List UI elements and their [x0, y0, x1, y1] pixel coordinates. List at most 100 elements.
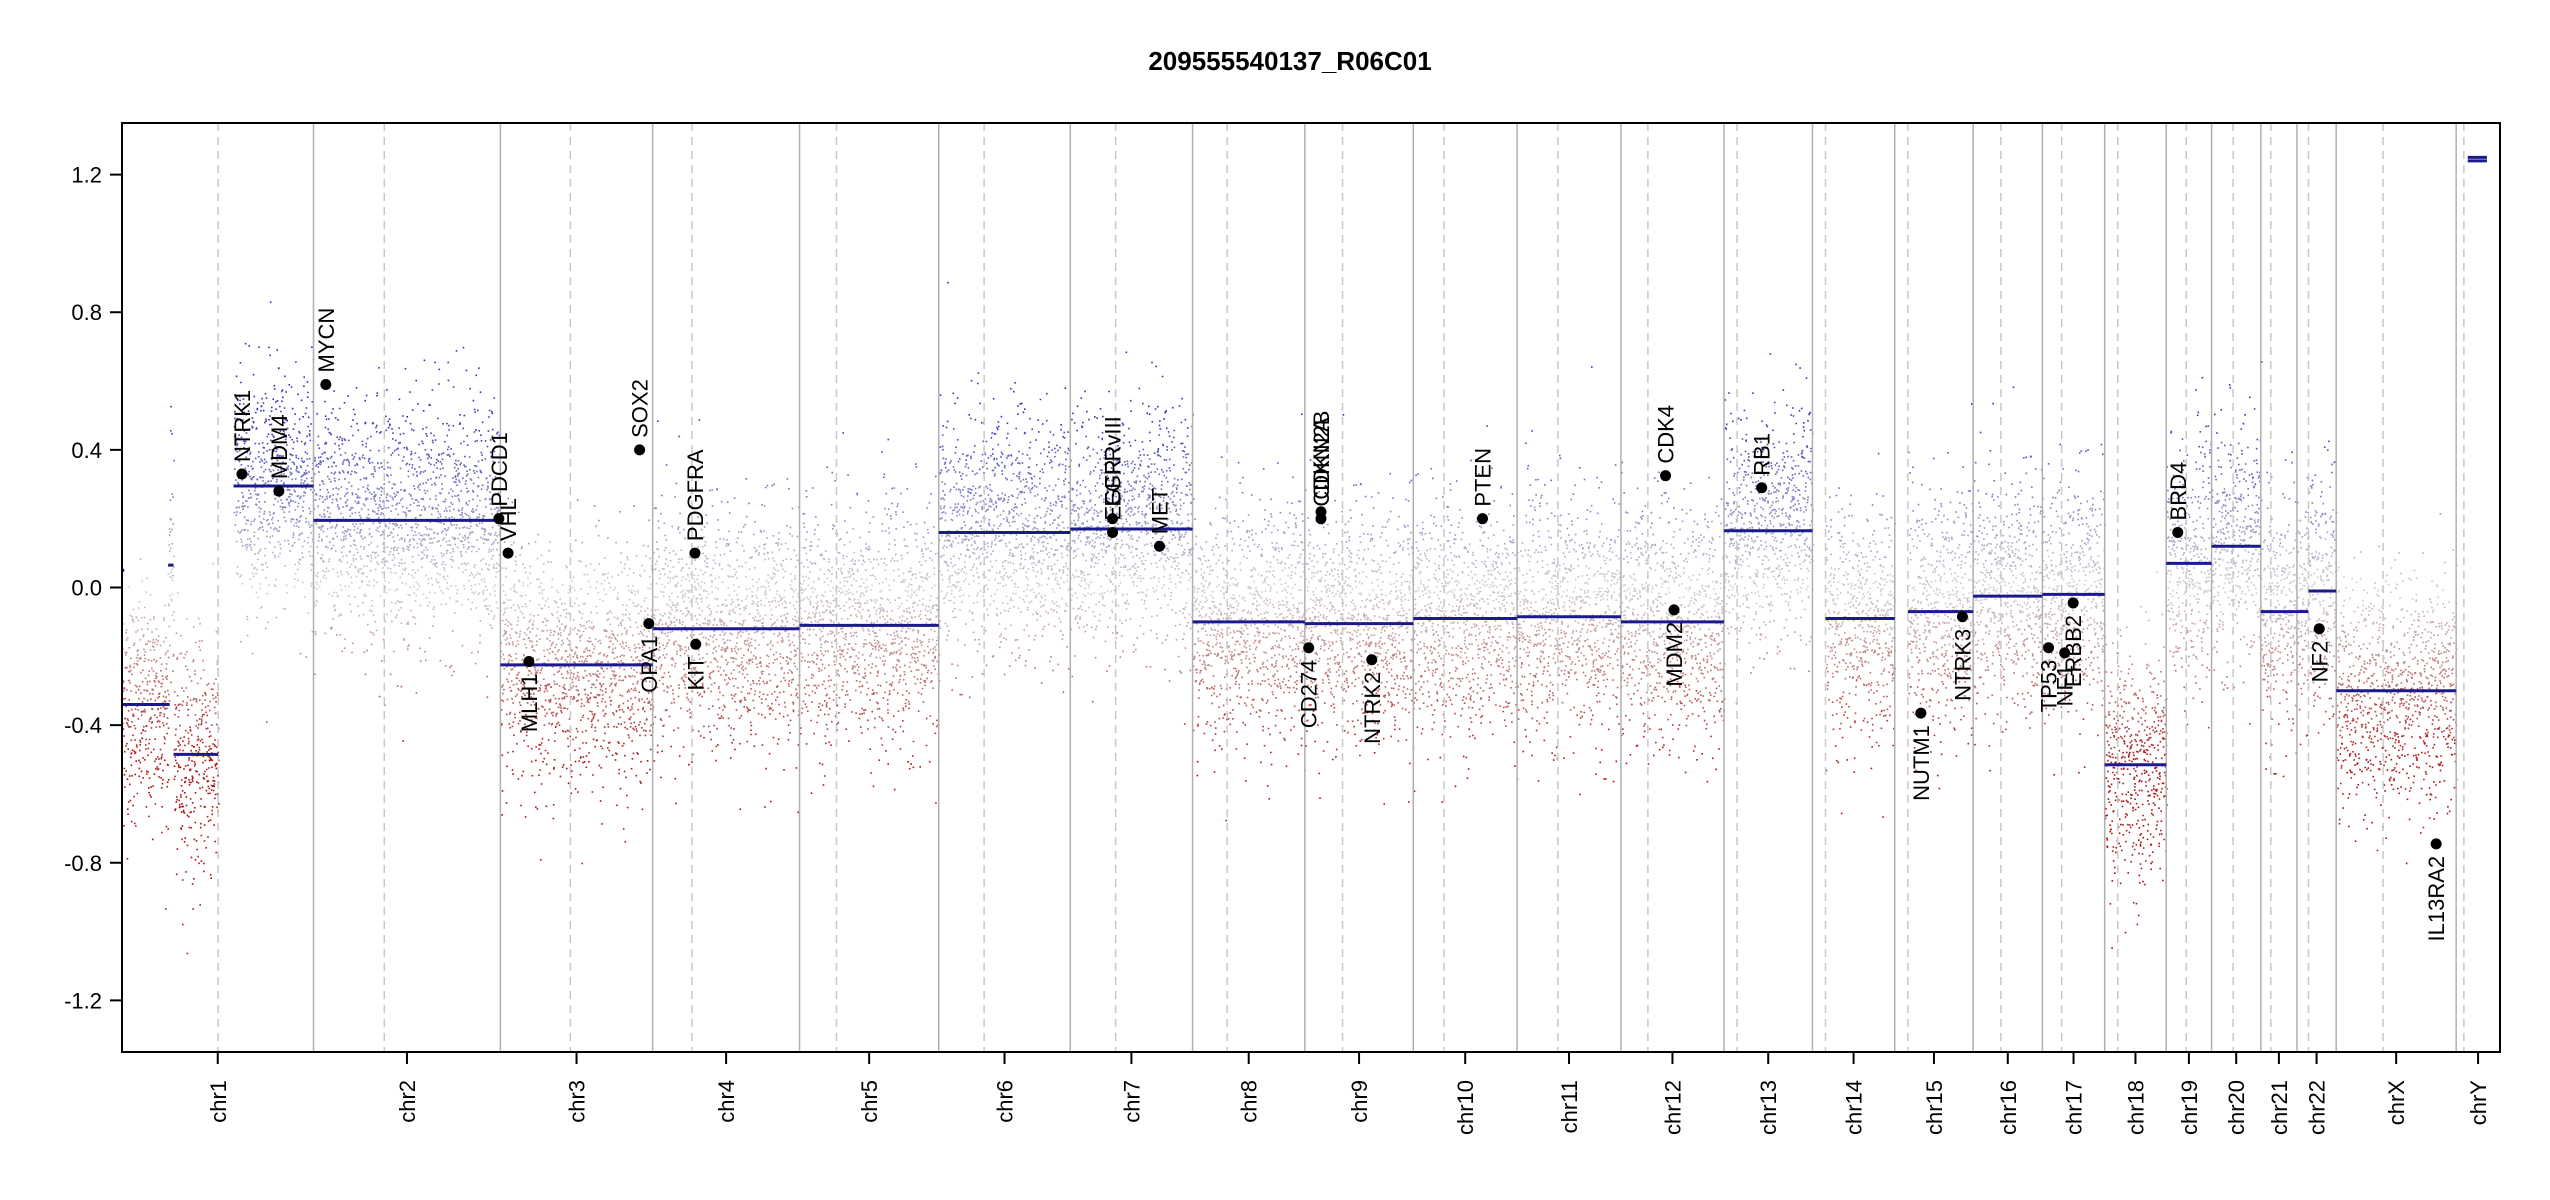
probe-points-layer: [122, 281, 2458, 955]
gene-label: CDKN2B: [1309, 411, 1334, 500]
probe-points: [128, 698, 2446, 702]
probe-points: [277, 453, 2232, 457]
probe-points: [144, 642, 2450, 646]
probe-points: [260, 466, 2232, 469]
probe-points: [129, 756, 2418, 759]
gene-label: MET: [1147, 488, 1172, 534]
probe-points: [172, 573, 2388, 577]
probe-points: [960, 494, 1852, 497]
probe-points: [241, 529, 2335, 532]
gene-label: EGFR: [1101, 459, 1126, 520]
probe-points: [233, 511, 2338, 515]
probe-points: [251, 425, 2210, 428]
probe-points: [170, 563, 2458, 567]
probe-points: [147, 747, 2416, 750]
probe-points: [284, 564, 2332, 568]
probe-points: [261, 525, 2261, 529]
probe-points: [309, 439, 2262, 442]
probe-points: [261, 441, 2223, 445]
gene-point: [1956, 611, 1968, 623]
probe-points: [161, 675, 2449, 678]
probe-points: [236, 450, 2293, 454]
probe-points: [241, 491, 2311, 495]
probe-points: [249, 537, 2322, 540]
probe-points: [284, 539, 2297, 542]
probe-points: [139, 741, 2426, 744]
probe-points: [1360, 722, 2352, 725]
chromosome-boundaries: [217, 123, 2465, 1052]
chromosome-label: chr19: [2177, 1080, 2202, 1135]
probe-points: [148, 720, 2414, 723]
probe-points: [520, 731, 2452, 734]
probe-points: [254, 457, 2239, 460]
probe-points: [122, 698, 2454, 701]
probe-points: [126, 637, 2319, 640]
probe-points: [133, 749, 2387, 753]
probe-points: [315, 588, 2398, 591]
probe-points: [127, 679, 2437, 682]
probe-points: [267, 621, 2456, 624]
gene-label: NTRK3: [1950, 629, 1975, 701]
chromosome-label: chr22: [2305, 1080, 2330, 1135]
probe-points: [238, 458, 2287, 461]
gene-point: [1660, 470, 1672, 482]
chromosome-label: chrY: [2466, 1080, 2491, 1126]
probe-points: [272, 469, 2241, 472]
probe-points: [155, 757, 2418, 760]
gene-point: [634, 444, 646, 456]
probe-points: [416, 542, 1846, 545]
gene-label: NTRK1: [230, 390, 255, 462]
probe-points: [255, 502, 2324, 506]
probe-points: [247, 497, 2291, 500]
chromosome-label: chr2: [395, 1080, 420, 1123]
gene-label: PDCD1: [487, 432, 512, 507]
probe-points: [144, 758, 2393, 761]
probe-points: [146, 577, 2418, 580]
probe-points: [249, 451, 2211, 455]
probe-points: [128, 585, 2439, 589]
gene-label: PDGFRA: [683, 449, 708, 541]
probe-points: [138, 606, 2446, 610]
probe-points: [166, 678, 2343, 680]
probe-points: [564, 688, 2405, 690]
probe-points: [169, 499, 2263, 502]
probe-points: [241, 504, 2250, 508]
probe-points: [237, 471, 2333, 475]
probe-points: [245, 548, 2309, 551]
probe-points: [141, 736, 2422, 739]
probe-points: [236, 510, 2307, 513]
probe-points: [261, 486, 2331, 489]
gene-point: [523, 655, 535, 667]
probe-points: [165, 722, 2434, 726]
probe-points: [167, 649, 2440, 652]
probe-points: [147, 674, 2458, 677]
chromosome-label: chr4: [714, 1080, 739, 1123]
probe-points: [122, 721, 2457, 725]
probe-points: [170, 577, 2306, 579]
y-axis: -1.2 -0.8 -0.4 0.0 0.4 0.8 1.2: [64, 163, 122, 1013]
probe-points: [140, 692, 2443, 695]
probe-points: [136, 663, 2300, 666]
probe-points: [263, 461, 2293, 465]
gene-label: VHL: [496, 498, 521, 541]
probe-points: [506, 624, 2443, 627]
probe-points: [248, 489, 2214, 492]
probe-points: [131, 721, 2401, 724]
probe-points: [124, 717, 2359, 720]
probe-points: [237, 477, 2309, 480]
probe-points: [122, 727, 2453, 730]
chromosome-label: chr13: [1756, 1080, 1781, 1135]
gene-label: OPA1: [637, 636, 662, 693]
probe-points: [441, 563, 1486, 566]
probe-points: [248, 427, 2243, 430]
probe-points: [142, 729, 2445, 732]
probe-points: [206, 683, 2453, 687]
gene-point: [2067, 597, 2079, 609]
gene-label: NF2: [2307, 641, 2332, 683]
probe-points: [184, 665, 2410, 668]
y-tick-label: 0.0: [71, 576, 102, 601]
chromosome-label: chr16: [1996, 1080, 2021, 1135]
probe-points: [549, 647, 2458, 650]
probe-points: [235, 449, 2329, 452]
probe-points: [271, 416, 490, 419]
